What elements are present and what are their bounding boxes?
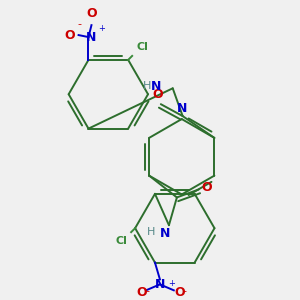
Text: -: -	[183, 286, 187, 296]
Text: N: N	[86, 31, 97, 44]
Text: O: O	[64, 28, 75, 42]
Text: O: O	[152, 88, 163, 101]
Text: N: N	[150, 80, 161, 93]
Text: O: O	[86, 7, 97, 20]
Text: +: +	[168, 279, 175, 288]
Text: -: -	[145, 286, 149, 296]
Text: H: H	[147, 227, 155, 237]
Text: +: +	[98, 24, 105, 33]
Text: -: -	[78, 19, 82, 29]
Text: Cl: Cl	[136, 42, 148, 52]
Text: O: O	[137, 286, 147, 299]
Text: N: N	[160, 227, 170, 240]
Text: O: O	[202, 181, 212, 194]
Text: Cl: Cl	[115, 236, 127, 246]
Text: H: H	[142, 81, 151, 91]
Text: O: O	[175, 286, 185, 299]
Text: N: N	[177, 102, 187, 115]
Text: N: N	[155, 278, 165, 291]
